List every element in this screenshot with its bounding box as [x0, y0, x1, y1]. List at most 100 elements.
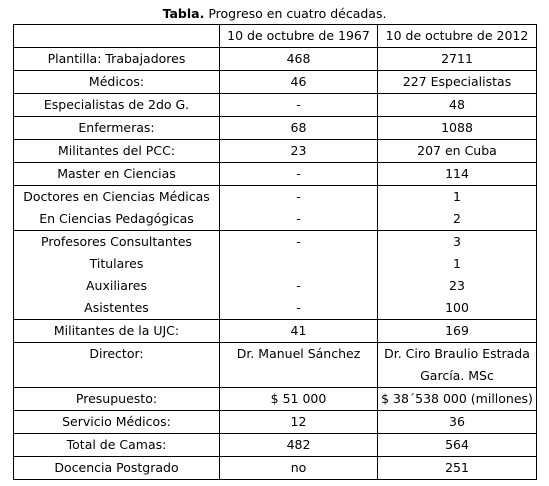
table-row: Master en Ciencias - 114	[13, 162, 537, 186]
value-2012: 251	[445, 460, 469, 475]
value-1967-cell: 46	[219, 70, 378, 94]
table-row: Militantes de la UJC: 41 169	[13, 319, 537, 343]
value-2012-cell: 227 Especialistas	[377, 70, 537, 94]
value-2012-cell: 2711	[377, 47, 537, 71]
row-label-cell: Total de Camas:	[13, 433, 220, 457]
value-2012: 1088	[441, 120, 473, 135]
value-2012-cell: 564	[377, 433, 537, 457]
row-label: Presupuesto:	[75, 391, 158, 406]
row-label: Enfermeras:	[78, 120, 155, 135]
value-1967-cell: 482	[219, 433, 378, 457]
value-1967: no	[290, 460, 307, 475]
value-2012-cell: 48	[377, 93, 537, 117]
row-label-cell: Director:	[13, 342, 220, 388]
row-label: Doctores en Ciencias Médicas	[23, 189, 210, 204]
row-label: Servicio Médicos:	[62, 414, 171, 429]
value-2012: 207 en Cuba	[417, 143, 497, 158]
value-1967-cell: 468	[219, 47, 378, 71]
row-label-cell: Docencia Postgrado	[13, 456, 220, 480]
value-2012: 227 Especialistas	[402, 74, 512, 89]
row-label: Director:	[89, 346, 144, 361]
row-label-cell: Especialistas de 2do G.	[13, 93, 220, 117]
value-1967: Dr. Manuel Sánchez	[236, 346, 361, 361]
table-row: Servicio Médicos: 12 36	[13, 410, 537, 434]
value-1967-cell: --	[219, 185, 378, 231]
value-2012: 2	[453, 211, 461, 226]
value-1967-cell: 41	[219, 319, 378, 343]
table-row: Doctores en Ciencias Médicas En Ciencias …	[13, 185, 537, 231]
value-2012-cell: $ 38´538 000 (millones)	[377, 387, 537, 411]
row-label-cell: Médicos:	[13, 70, 220, 94]
value-1967: -	[296, 211, 301, 226]
row-label-cell: Profesores Consultantes Titulares Auxiliar…	[13, 230, 220, 320]
table-row: Total de Camas: 482 564	[13, 433, 537, 457]
row-label-cell: Militantes de la UJC:	[13, 319, 220, 343]
row-label-cell: Servicio Médicos:	[13, 410, 220, 434]
value-1967: 12	[290, 414, 307, 429]
value-1967-cell: -	[219, 162, 378, 186]
row-label: Total de Camas:	[66, 437, 167, 452]
value-2012: 48	[449, 97, 465, 112]
value-1967	[222, 253, 375, 275]
value-2012: 1	[453, 256, 461, 271]
table-row: Plantilla: Trabajadores 468 2711	[13, 47, 537, 71]
row-label: Asistentes	[84, 300, 149, 315]
row-label: Militantes de la UJC:	[53, 323, 180, 338]
value-2012-cell: 1088	[377, 116, 537, 140]
row-label: Master en Ciencias	[57, 166, 176, 181]
row-label: Médicos:	[88, 74, 145, 89]
row-label-cell: Master en Ciencias	[13, 162, 220, 186]
value-1967: 68	[290, 120, 307, 135]
row-label: Auxiliares	[85, 278, 148, 293]
value-2012-cell: Dr. Ciro Braulio Estrada García. MSc	[377, 342, 537, 388]
value-2012-cell: 207 en Cuba	[377, 139, 537, 163]
row-label: En Ciencias Pedagógicas	[39, 211, 194, 226]
row-label-cell: Presupuesto:	[13, 387, 220, 411]
value-1967: -	[296, 300, 301, 315]
value-2012: $ 38´538 000 (millones)	[381, 391, 533, 406]
value-1967: 468	[286, 51, 311, 66]
row-label-cell: Doctores en Ciencias Médicas En Ciencias …	[13, 185, 220, 231]
row-label: Titulares	[89, 256, 144, 271]
row-label-cell: Enfermeras:	[13, 116, 220, 140]
row-label-cell: Militantes del PCC:	[13, 139, 220, 163]
table-row: Docencia Postgrado no 251	[13, 456, 537, 480]
value-2012-cell: 36	[377, 410, 537, 434]
value-1967: -	[296, 234, 301, 249]
value-1967-cell: 23	[219, 139, 378, 163]
value-1967: $ 51 000	[270, 391, 327, 406]
value-2012: García. MSc	[420, 368, 494, 383]
value-2012: 564	[445, 437, 469, 452]
header-cell-1967: 10 de octubre de 1967	[219, 24, 378, 48]
row-label: Militantes del PCC:	[57, 143, 176, 158]
table-row: Presupuesto: $ 51 000 $ 38´538 000 (millon…	[13, 387, 537, 411]
header-cell-2012: 10 de octubre de 2012	[377, 24, 537, 48]
value-1967-cell: 12	[219, 410, 378, 434]
table-caption: Tabla. Progreso en cuatro décadas.	[0, 6, 549, 21]
table-row: Enfermeras: 68 1088	[13, 116, 537, 140]
value-1967-cell: no	[219, 456, 378, 480]
value-2012: 36	[449, 414, 465, 429]
table-row: Profesores Consultantes Titulares Auxiliar…	[13, 230, 537, 320]
value-1967-cell: -	[219, 93, 378, 117]
row-label: Especialistas de 2do G.	[43, 97, 190, 112]
header-cell-empty	[13, 24, 220, 48]
value-2012-cell: 114	[377, 162, 537, 186]
value-2012-cell: 251	[377, 456, 537, 480]
value-2012-cell: 169	[377, 319, 537, 343]
value-1967: -	[296, 166, 301, 181]
value-2012: 114	[445, 166, 469, 181]
table-body: 10 de octubre de 1967 10 de octubre de 2…	[13, 24, 537, 480]
row-label: Plantilla: Trabajadores	[47, 51, 186, 66]
value-1967-cell: - - -	[219, 230, 378, 320]
value-2012: 23	[449, 278, 465, 293]
table-header-row: 10 de octubre de 1967 10 de octubre de 2…	[13, 24, 537, 48]
row-label-cell: Plantilla: Trabajadores	[13, 47, 220, 71]
value-2012: 3	[453, 234, 461, 249]
value-2012: Dr. Ciro Braulio Estrada	[384, 346, 530, 361]
value-2012: 169	[445, 323, 469, 338]
table-row: Director: Dr. Manuel Sánchez Dr. Ciro Brau…	[13, 342, 537, 388]
value-1967-cell: 68	[219, 116, 378, 140]
